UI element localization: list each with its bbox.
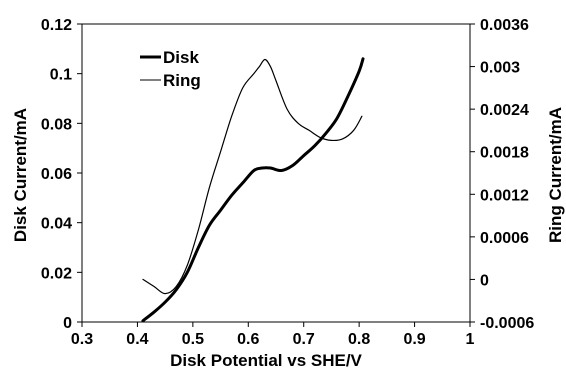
x-tick-label: 0.4 [126,331,148,348]
x-tick-label: 0.6 [237,331,259,348]
y2-tick-label: 0 [480,272,489,289]
ticks-layer [77,23,475,327]
x-tick-label: 0.7 [293,331,315,348]
x-tick-label: 1 [466,331,475,348]
series-line-disk [141,57,365,323]
y2-tick-label: 0.0024 [480,102,529,119]
y-tick-label: 0.1 [50,67,72,84]
y-tick-label: 0 [63,315,72,332]
y-tick-label: 0.12 [41,17,72,34]
y2-tick-label: 0.0036 [480,17,529,34]
y-tick-label: 0.02 [41,265,72,282]
y2-tick-label: 0.0018 [480,145,529,162]
right-y-axis-title: Ring Current/mA [546,107,565,243]
y-tick-label: 0.08 [41,116,72,133]
x-tick-label: 0.8 [348,331,370,348]
y2-tick-label: -0.0006 [480,315,534,332]
y2-tick-label: 0.003 [480,60,520,77]
legend: Disk Ring [140,48,201,90]
y2-tick-label: 0.0006 [480,230,529,247]
y-tick-label: 0.04 [41,216,72,233]
x-tick-label: 0.5 [182,331,204,348]
x-tick-label: 0.9 [403,331,425,348]
series-layer [141,57,365,323]
left-y-axis-title: Disk Current/mA [11,108,30,242]
plot-area-frame [81,23,471,323]
legend-label-disk: Disk [163,48,199,67]
x-axis-title: Disk Potential vs SHE/V [170,351,362,370]
series-line-ring [142,58,363,295]
x-tick-label: 0.3 [71,331,93,348]
y2-tick-label: 0.0012 [480,187,529,204]
tick-labels-layer: 0.3 0.4 0.5 0.6 0.7 0.8 0.9 1 0 0.02 0.04 0.06 0.08 0… [41,17,535,348]
y-tick-label: 0.06 [41,166,72,183]
legend-label-ring: Ring [163,71,201,90]
